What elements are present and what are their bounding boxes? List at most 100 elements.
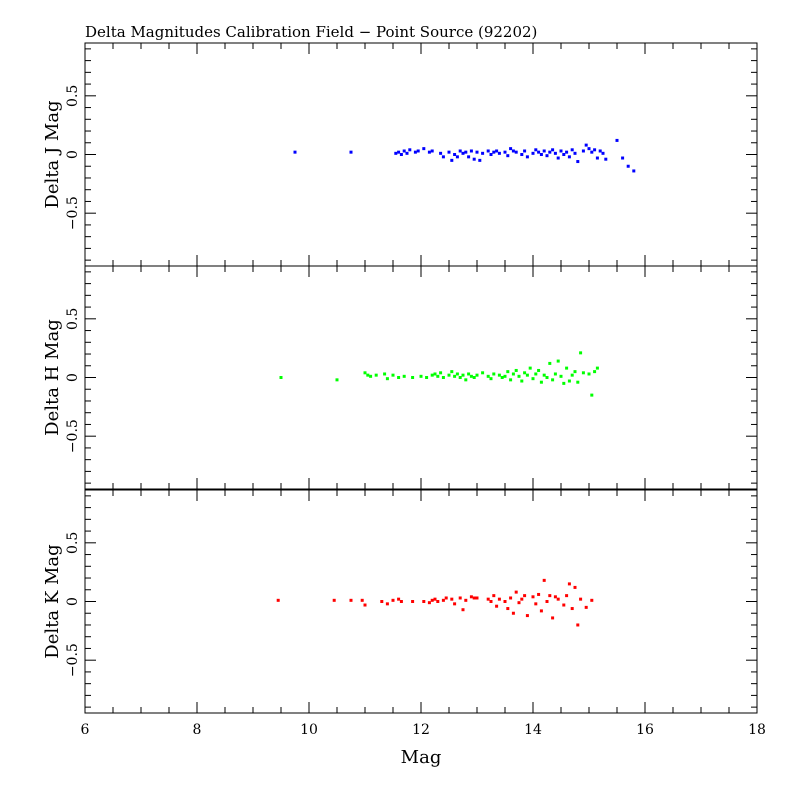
data-point	[394, 151, 398, 155]
data-point	[363, 371, 367, 375]
data-point	[570, 148, 574, 152]
data-point	[497, 597, 501, 601]
data-point	[411, 600, 415, 603]
data-point	[514, 590, 518, 594]
data-point	[444, 596, 448, 600]
data-point	[587, 372, 591, 376]
data-point	[539, 609, 543, 613]
data-point	[542, 373, 546, 377]
data-point	[383, 372, 387, 376]
data-point	[621, 156, 625, 160]
data-point	[576, 623, 580, 627]
data-point	[495, 604, 499, 608]
data-point	[523, 149, 527, 153]
data-point	[369, 374, 373, 378]
series-j	[293, 138, 636, 173]
data-point	[565, 150, 569, 154]
data-point	[478, 158, 482, 162]
data-point	[461, 151, 465, 155]
data-point	[511, 372, 515, 376]
data-point	[576, 380, 580, 384]
y-axis-label: Delta K Mag	[42, 544, 63, 658]
data-point	[455, 155, 459, 159]
data-point	[595, 366, 599, 370]
data-point	[506, 370, 510, 374]
data-point	[573, 585, 577, 589]
data-point	[433, 597, 437, 601]
data-point	[469, 149, 473, 153]
data-point	[537, 592, 541, 596]
data-point	[422, 147, 426, 151]
data-point	[590, 150, 594, 154]
x-tick-label: 14	[524, 722, 542, 738]
data-point	[539, 153, 543, 156]
data-point	[450, 370, 454, 374]
data-point	[565, 594, 569, 598]
data-point	[514, 368, 518, 372]
data-point	[506, 154, 510, 158]
data-point	[419, 374, 423, 378]
data-point	[458, 149, 462, 153]
data-point	[553, 372, 557, 376]
series-h	[279, 351, 599, 397]
data-point	[349, 598, 353, 602]
data-point	[486, 374, 490, 378]
data-point	[363, 603, 367, 607]
data-point	[349, 150, 353, 154]
data-point	[469, 595, 473, 599]
data-point	[441, 598, 445, 602]
data-point	[531, 377, 535, 381]
data-point	[579, 597, 583, 601]
data-point	[559, 374, 563, 378]
data-point	[467, 372, 471, 376]
data-point	[520, 379, 524, 383]
x-axis: 6 8 10 12 14 16 18	[81, 722, 766, 738]
data-point	[492, 372, 496, 376]
data-point	[461, 373, 465, 377]
data-point	[567, 582, 571, 586]
data-point	[581, 149, 585, 153]
panel-frame	[84, 489, 758, 714]
data-point	[397, 597, 401, 601]
y-tick-label: 0	[65, 373, 81, 382]
data-point	[427, 150, 431, 154]
data-point	[436, 374, 440, 378]
data-point	[520, 153, 524, 156]
data-point	[486, 149, 490, 153]
data-point	[509, 378, 513, 382]
data-point	[511, 149, 515, 153]
data-point	[551, 148, 555, 152]
data-point	[548, 361, 552, 365]
data-point	[458, 376, 462, 379]
data-point	[450, 597, 454, 601]
data-point	[413, 150, 417, 154]
data-point	[509, 147, 513, 151]
data-point	[489, 600, 493, 603]
data-point	[408, 148, 412, 152]
data-point	[422, 600, 426, 603]
data-point	[595, 156, 599, 160]
x-tick-label: 10	[300, 722, 318, 738]
data-point	[537, 150, 541, 154]
data-point	[411, 376, 415, 379]
data-point	[374, 373, 378, 377]
data-point	[467, 155, 471, 159]
data-point	[472, 596, 476, 600]
data-point	[475, 150, 479, 154]
data-point	[489, 377, 493, 381]
data-point	[514, 150, 518, 154]
data-point	[570, 607, 574, 611]
y-tick-label: 0	[65, 150, 81, 159]
data-point	[503, 600, 507, 603]
data-point	[450, 158, 454, 162]
y-tick-label: 0	[65, 597, 81, 606]
data-point	[562, 381, 566, 385]
data-point	[548, 594, 552, 598]
data-point	[509, 596, 513, 600]
data-point	[475, 596, 479, 600]
data-point	[436, 600, 440, 603]
data-point	[626, 164, 630, 168]
